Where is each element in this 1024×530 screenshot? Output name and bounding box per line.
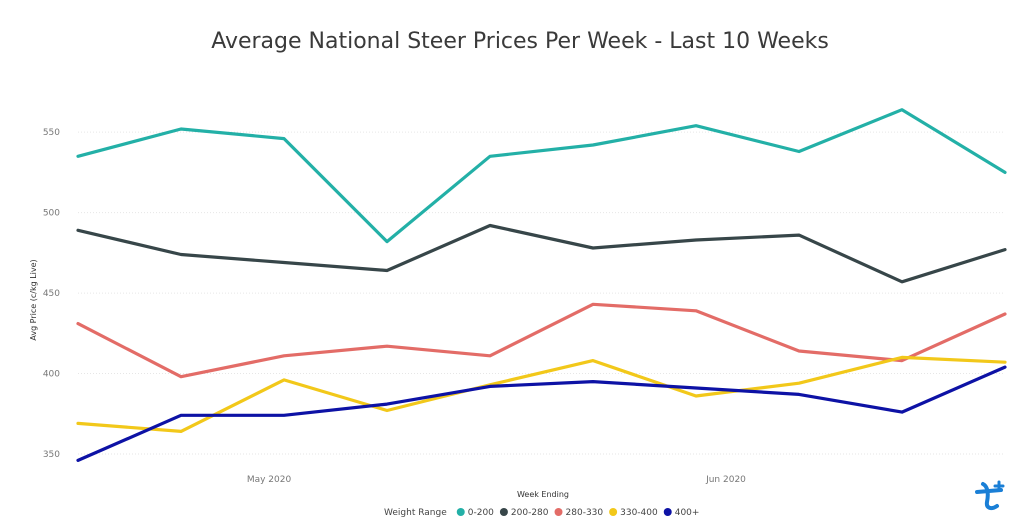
x-tick-label: Jun 2020	[705, 475, 746, 485]
series-lines	[76, 108, 1007, 462]
legend-marker-400+	[663, 508, 672, 516]
y-tick-label: 450	[43, 289, 60, 299]
y-axis: 350 400 450 500 550	[43, 128, 60, 460]
legend-marker-0-200	[456, 508, 465, 516]
series-line-330-400	[76, 355, 1007, 433]
y-tick-label: 550	[43, 128, 60, 138]
x-axis: May 2020 Jun 2020	[247, 475, 746, 485]
legend-item-400+[interactable]: 400+	[675, 508, 700, 518]
legend-item-280-330[interactable]: 280-330	[566, 508, 604, 518]
y-tick-label: 400	[43, 370, 60, 380]
legend-item-200-280[interactable]: 200-280	[511, 508, 549, 518]
series-line-0-200	[76, 108, 1007, 244]
legend-item-330-400[interactable]: 330-400	[620, 508, 658, 518]
series-line-280-330	[76, 302, 1007, 379]
legend-marker-330-400	[609, 508, 618, 516]
x-axis-label: Week Ending	[517, 490, 569, 499]
y-axis-label: Avg Price (c/kg Live)	[29, 259, 38, 340]
y-tick-label: 500	[43, 209, 60, 219]
tick-logo-icon	[975, 480, 1005, 511]
x-tick-label: May 2020	[247, 475, 292, 485]
series-line-200-280	[76, 223, 1007, 284]
legend-marker-280-330	[554, 508, 563, 516]
chart-title: Average National Steer Prices Per Week -…	[211, 29, 829, 54]
series-line-400+	[76, 365, 1007, 462]
legend-item-0-200[interactable]: 0-200	[468, 508, 494, 518]
y-tick-label: 350	[43, 450, 60, 460]
legend-marker-200-280	[499, 508, 508, 516]
legend[interactable]: Weight Range 0-200 200-280 280-330 330-400 4…	[384, 508, 699, 518]
legend-title: Weight Range	[384, 508, 447, 518]
